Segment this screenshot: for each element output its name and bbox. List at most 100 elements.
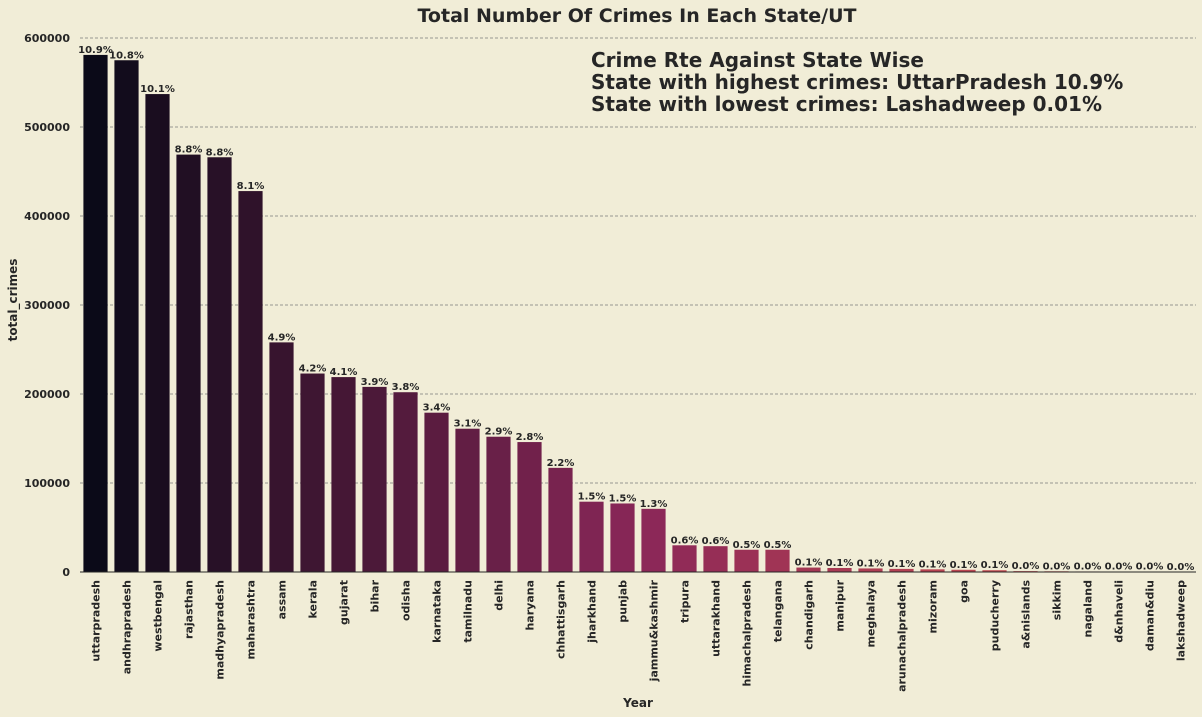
data-label: 10.9% [78,45,113,56]
x-tick-label: arunachalpradesh [896,580,909,692]
bar-madhyapradesh [207,157,232,572]
data-label: 4.1% [330,367,358,378]
grid-lines [80,37,1196,484]
x-tick-label: tamilnadu [462,580,475,643]
bar-jammu&kashmir [641,508,666,572]
x-tick-label: haryana [524,580,537,631]
bar-telangana [765,549,790,572]
x-tick-label: puducherry [989,580,1002,651]
x-tick-label: assam [276,580,289,619]
y-tick-label: 600000 [24,32,70,45]
x-tick-label: chhattisgarh [555,580,568,659]
y-tick-label: 300000 [24,299,70,312]
bar-uttarpradesh [83,54,108,573]
data-label: 0.0% [1136,562,1164,573]
bar-delhi [486,436,511,572]
data-label: 0.1% [919,559,947,570]
data-label: 3.8% [392,382,420,393]
bar-kerala [300,373,325,572]
x-tick-label: odisha [400,580,413,621]
data-label: 1.5% [578,492,606,503]
x-tick-labels: uttarpradesh andhrapradesh westbengal rajas… [90,579,1188,691]
x-tick-label: gujarat [338,580,351,625]
annotation-line-1: Crime Rte Against State Wise [591,48,924,72]
bar-puducherry [982,570,1007,572]
bar-jharkhand [579,501,604,572]
data-label: 4.9% [268,332,296,343]
annotation-line-3: State with lowest crimes: Lashadweep 0.0… [591,92,1102,116]
data-label: 8.8% [175,145,203,156]
x-tick-label: mizoram [927,580,940,634]
bar-himachalpradesh [734,549,759,572]
data-label: 0.5% [764,540,792,551]
bar-arunachalpradesh [889,568,914,572]
bar-manipur [827,567,852,572]
x-tick-label: rajasthan [183,580,196,639]
bar-maharashtra [238,191,263,572]
x-tick-label: daman&diu [1144,580,1157,651]
data-label: 2.2% [547,458,575,469]
x-tick-label: a&nislands [1020,580,1033,649]
data-label: 0.1% [795,558,823,569]
bar-meghalaya [858,568,883,572]
data-label: 0.5% [733,540,761,551]
data-label: 0.0% [1105,562,1133,573]
x-tick-label: punjab [617,580,630,623]
x-tick-label: d&nhaveli [1113,580,1126,643]
x-tick-label: madhyapradesh [214,580,227,680]
data-label: 3.4% [423,403,451,414]
y-tick-label: 0 [62,566,70,579]
bar-chandigarh [796,567,821,572]
x-axis-label: Year [622,696,653,710]
data-label: 2.9% [485,427,513,438]
bar-karnataka [424,412,449,572]
data-label: 10.1% [140,84,175,95]
data-label: 1.3% [640,499,668,510]
data-label: 0.1% [950,560,978,571]
bar-chhattisgarh [548,467,573,572]
x-tick-label: goa [958,580,971,603]
x-tick-label: jammu&kashmir [648,579,661,682]
x-tick-label: sikkim [1051,580,1064,620]
data-label: 0.6% [702,536,730,547]
y-tick-label: 100000 [24,477,70,490]
bar-tamilnadu [455,428,480,572]
y-axis-label: total_crimes [6,259,21,342]
bar-rajasthan [176,154,201,572]
data-label: 0.0% [1043,561,1071,572]
data-label: 0.0% [1167,562,1195,573]
chart-title: Total Number Of Crimes In Each State/UT [418,5,857,27]
data-label: 0.1% [857,558,885,569]
x-tick-label: westbengal [152,580,165,652]
x-tick-label: telangana [772,580,785,642]
bar-westbengal [145,94,170,572]
y-tick-labels: 0 100000 200000 300000 400000 500000 600000 [24,32,70,579]
bar-uttarakhand [703,546,728,572]
bar-gujarat [331,377,356,572]
annotation-line-2: State with highest crimes: UttarPradesh … [591,70,1123,94]
bar-andhrapradesh [114,60,139,572]
data-label: 8.1% [237,181,265,192]
data-label: 3.1% [454,419,482,430]
x-tick-label: himachalpradesh [741,580,754,686]
y-tick-label: 400000 [24,210,70,223]
x-tick-label: uttarakhand [710,580,723,657]
bar-haryana [517,442,542,572]
y-tick-label: 500000 [24,121,70,134]
bar-tripura [672,545,697,572]
bar-mizoram [920,569,945,572]
data-label: 0.6% [671,535,699,546]
x-tick-label: lakshadweep [1175,580,1188,661]
bar-assam [269,342,294,572]
x-tick-label: manipur [834,579,847,631]
data-label: 0.0% [1012,561,1040,572]
data-label: 0.0% [1074,561,1102,572]
data-label: 3.9% [361,377,389,388]
bar-goa [951,569,976,572]
x-tick-label: uttarpradesh [90,580,103,662]
y-tick-label: 200000 [24,388,70,401]
x-tick-label: meghalaya [865,580,878,648]
data-label: 4.2% [299,364,327,375]
x-tick-label: bihar [369,579,382,612]
